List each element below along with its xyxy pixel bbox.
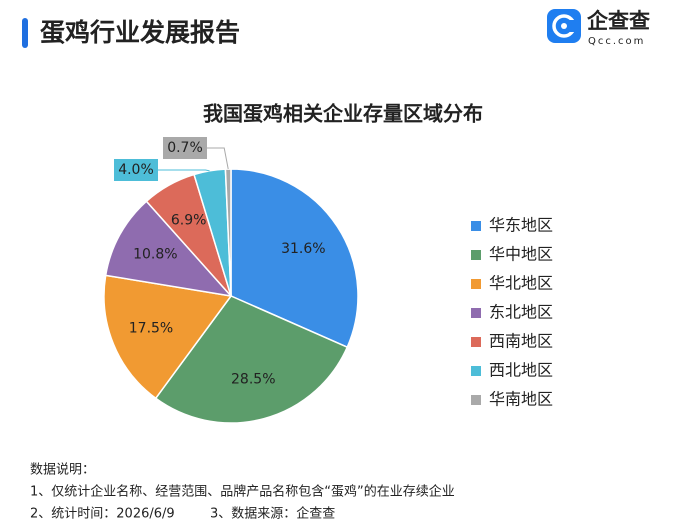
data-label: 0.7%: [167, 140, 203, 156]
legend-label: 华南地区: [489, 390, 553, 409]
legend-swatch: [471, 279, 481, 289]
data-label: 10.8%: [133, 246, 177, 262]
legend-swatch: [471, 366, 481, 376]
legend-swatch: [471, 221, 481, 231]
logo-name: 企查查: [586, 9, 650, 33]
logo-domain: Qcc.com: [588, 36, 645, 47]
data-label: 6.9%: [171, 213, 207, 229]
data-label: 4.0%: [118, 162, 154, 178]
pie-slice: [224, 168, 232, 297]
legend-swatch: [471, 337, 481, 347]
leader-line: [158, 169, 210, 172]
data-label: 31.6%: [281, 241, 325, 257]
legend-swatch: [471, 250, 481, 260]
notes-heading: 数据说明：: [30, 463, 95, 478]
notes-line: 3、数据来源：企查查: [210, 506, 335, 522]
data-label: 17.5%: [129, 321, 173, 337]
leader-line: [207, 147, 229, 170]
label-box: [163, 137, 207, 159]
legend-swatch: [471, 395, 481, 405]
legend-label: 华北地区: [489, 274, 553, 293]
legend-label: 华东地区: [489, 216, 553, 235]
chart-title: 我国蛋鸡相关企业存量区域分布: [203, 102, 483, 126]
logo-cut: [566, 20, 578, 32]
data-label: 28.5%: [231, 371, 275, 387]
legend-swatch: [471, 308, 481, 318]
title-accent: [22, 18, 28, 48]
logo-dot: [561, 23, 567, 29]
legend-label: 东北地区: [489, 303, 553, 322]
notes-line: 2、统计时间：2026/6/9: [30, 507, 175, 522]
legend-label: 西北地区: [489, 361, 553, 380]
legend-label: 华中地区: [489, 245, 553, 264]
notes-line: 1、仅统计企业名称、经营范围、品牌产品名称包含“蛋鸡”的在业存续企业: [30, 484, 455, 500]
legend-label: 西南地区: [489, 332, 553, 351]
pie-slice: [104, 200, 233, 298]
pie-slice: [103, 274, 233, 400]
label-box: [114, 159, 158, 181]
page-title: 蛋鸡行业发展报告: [40, 18, 240, 47]
pie-slice: [230, 168, 359, 349]
pie-slice: [154, 295, 349, 424]
